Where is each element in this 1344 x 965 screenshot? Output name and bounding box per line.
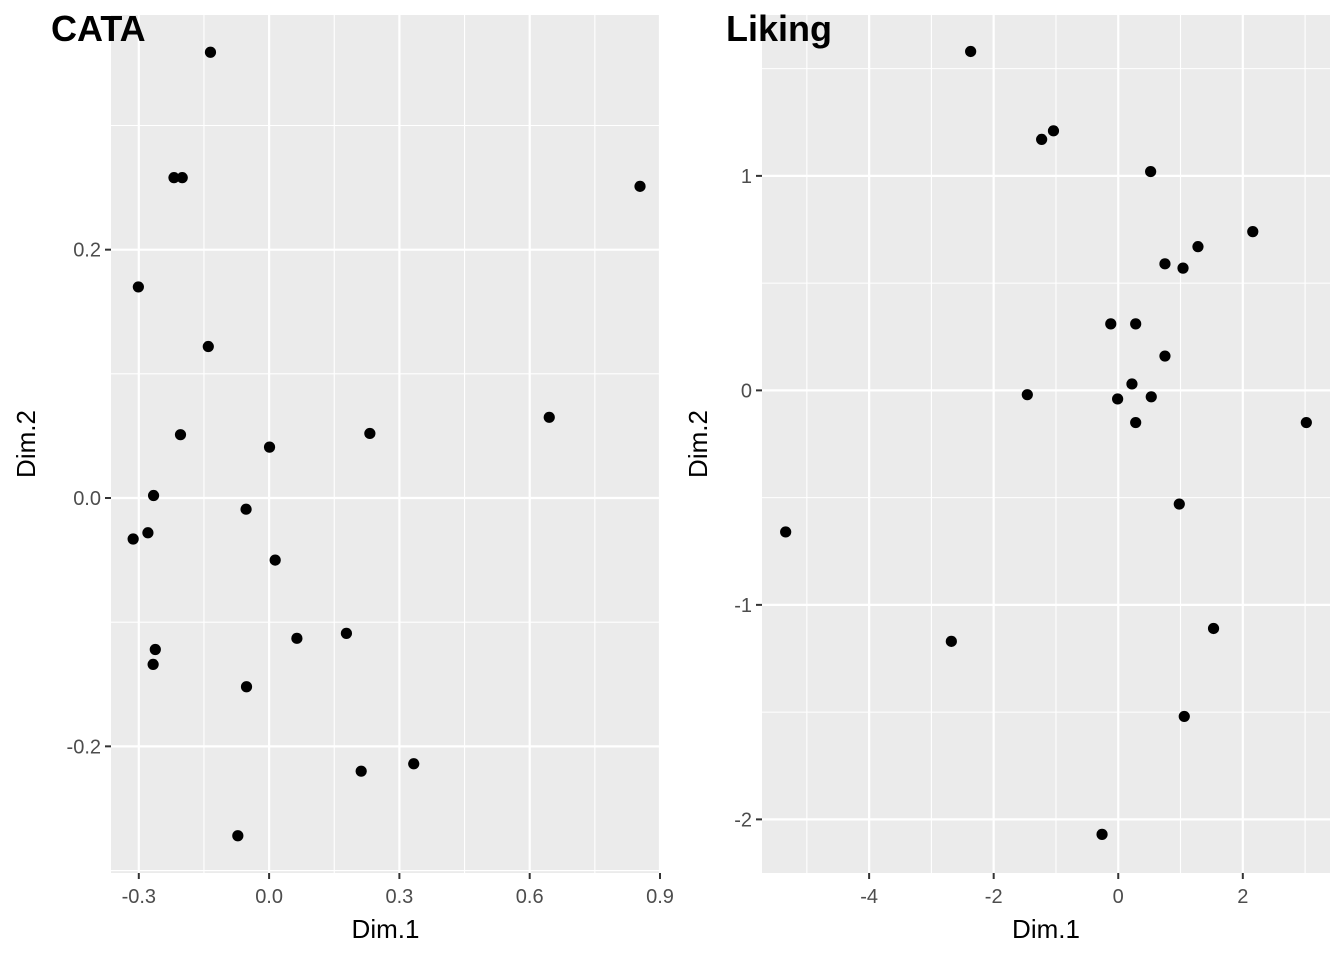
x-axis-label: Dim.1 <box>1012 914 1080 944</box>
data-point <box>1145 391 1157 403</box>
panel-background <box>762 15 1330 873</box>
data-point <box>1159 350 1171 362</box>
data-point <box>1130 416 1142 429</box>
panel-background <box>111 15 660 873</box>
data-point <box>176 172 188 184</box>
data-point <box>1173 498 1185 510</box>
x-tick-label: -0.3 <box>122 886 156 908</box>
data-point <box>147 658 159 670</box>
data-point <box>355 765 367 777</box>
chart-title: Liking <box>726 8 832 49</box>
data-point <box>127 533 139 545</box>
data-point <box>202 340 214 353</box>
chart-panel-1: -0.3 0.0 0.3 0.6 0.9 -0.2 0.0 0.2 Dim.1 Dim.2 CATA <box>11 8 674 944</box>
data-point <box>945 635 957 647</box>
data-point <box>1047 125 1060 137</box>
data-point <box>269 554 281 566</box>
x-axis-label: Dim.1 <box>352 914 420 944</box>
data-point <box>232 830 244 842</box>
x-tick-label: 0.9 <box>646 886 674 908</box>
data-point <box>1300 416 1312 429</box>
chart-title: CATA <box>51 8 146 49</box>
data-point <box>1126 378 1138 390</box>
data-point <box>1159 258 1171 270</box>
x-tick-label: 0.0 <box>255 886 283 908</box>
x-tick-label: -2 <box>985 886 1003 908</box>
data-point <box>1096 828 1108 840</box>
data-point <box>240 681 253 693</box>
x-tick-label: 0.3 <box>385 886 413 908</box>
data-point <box>174 429 187 441</box>
y-tick-label: -2 <box>734 809 752 831</box>
data-point <box>168 172 180 184</box>
data-point <box>149 643 161 656</box>
y-tick-label: -1 <box>734 595 752 617</box>
data-point <box>132 281 144 293</box>
data-point <box>408 758 420 770</box>
data-point <box>1112 393 1124 405</box>
x-tick-label: -4 <box>860 886 878 908</box>
y-tick-label: -0.2 <box>67 736 101 758</box>
data-point <box>1105 318 1117 330</box>
data-point <box>1192 241 1204 253</box>
data-point <box>263 441 276 453</box>
data-point <box>543 411 555 423</box>
data-point <box>364 427 376 440</box>
x-tick-label: 0.6 <box>516 886 544 908</box>
data-point <box>1036 133 1048 146</box>
data-point <box>634 180 646 192</box>
data-point <box>1130 318 1142 330</box>
x-tick-label: 2 <box>1237 886 1248 908</box>
data-point <box>1178 710 1190 723</box>
y-tick-label: 0.2 <box>73 240 101 262</box>
data-point <box>1247 226 1259 238</box>
data-point <box>1145 165 1157 178</box>
chart-panel-2: -4 -2 0 2 -2 -1 0 1 Dim.1 Dim.2 Liking <box>683 8 1330 944</box>
data-point <box>291 632 303 644</box>
data-point <box>780 526 792 538</box>
data-point <box>1177 262 1189 274</box>
y-tick-label: 0.0 <box>73 488 101 510</box>
data-point <box>1207 622 1220 635</box>
y-axis-label: Dim.2 <box>11 410 41 478</box>
y-axis-label: Dim.2 <box>683 410 713 478</box>
data-point <box>340 627 353 639</box>
data-point <box>240 503 252 515</box>
data-point <box>142 527 154 539</box>
y-tick-label: 1 <box>741 166 752 188</box>
data-point <box>1021 389 1033 401</box>
y-tick-label: 0 <box>741 380 752 402</box>
data-point <box>965 45 977 58</box>
x-tick-label: 0 <box>1113 886 1124 908</box>
data-point <box>147 489 160 502</box>
data-point <box>204 46 217 58</box>
